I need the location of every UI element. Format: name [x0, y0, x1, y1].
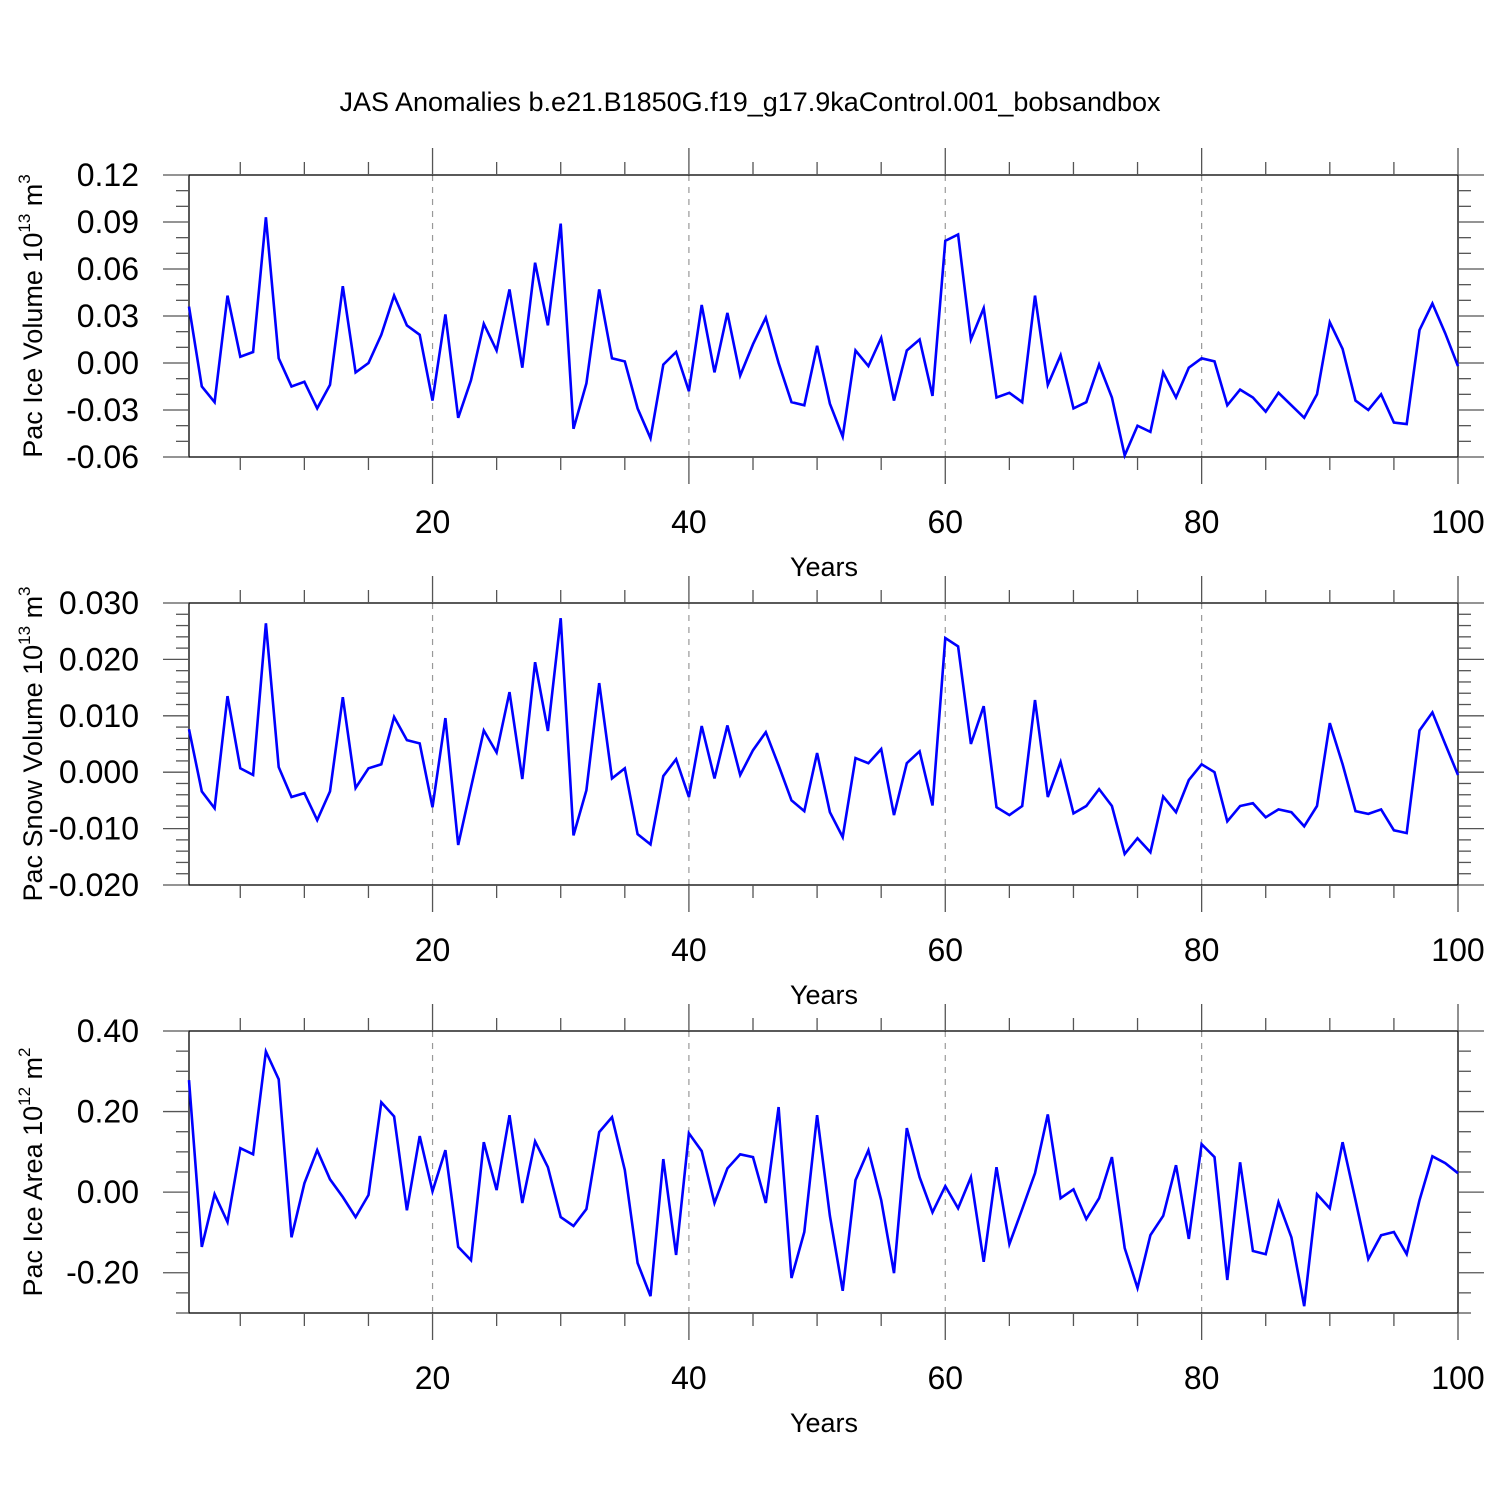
- panel-1: 20 40 60 80 100 0.12 0.09 0.06 0.03 0.00 -0.03 -0.0…: [15, 148, 1485, 582]
- plot-frame: [188, 174, 1459, 458]
- x-axis-label: Years: [790, 980, 858, 1010]
- y-axis-label: Pac Snow Volume 1013 m3: [15, 586, 48, 901]
- y-tick-label: 0.00: [77, 345, 139, 381]
- x-tick-label: 100: [1431, 504, 1484, 540]
- series-line: [187, 1046, 1459, 1307]
- panel-3: 20 40 60 80 100 0.40 0.20 0.00 -0.20 Years Pac Ice…: [15, 1004, 1485, 1438]
- x-tick-label: 60: [927, 1360, 963, 1396]
- y-tick-label: 0.030: [59, 585, 139, 621]
- y-tick-label: -0.20: [66, 1255, 139, 1291]
- x-tick-label: 60: [927, 932, 963, 968]
- y-axis-label: Pac Ice Area 1012 m2: [15, 1047, 48, 1296]
- x-tick-label: 80: [1184, 1360, 1220, 1396]
- x-tick-label: 40: [671, 932, 707, 968]
- plot-frame: [188, 602, 1459, 886]
- x-tick-label: 20: [415, 932, 451, 968]
- x-tick-label: 40: [671, 1360, 707, 1396]
- y-tick-label: 0.20: [77, 1094, 139, 1130]
- y-tick-label: -0.020: [48, 867, 139, 903]
- x-tick-label: 40: [671, 504, 707, 540]
- chart-title: JAS Anomalies b.e21.B1850G.f19_g17.9kaCo…: [339, 87, 1161, 117]
- panel-2: 20 40 60 80 100 0.030 0.020 0.010 0.000 -0.010 -0.…: [15, 576, 1485, 1010]
- y-tick-label: -0.010: [48, 811, 139, 847]
- y-tick-label: 0.40: [77, 1013, 139, 1049]
- y-tick-label: 0.010: [59, 698, 139, 734]
- y-tick-label: 0.000: [59, 754, 139, 790]
- series-line: [187, 618, 1460, 857]
- x-tick-label: 20: [415, 1360, 451, 1396]
- x-tick-label: 100: [1431, 1360, 1484, 1396]
- y-tick-label: 0.03: [77, 298, 139, 334]
- y-axis-label: Pac Ice Volume 1013 m3: [15, 174, 48, 458]
- x-tick-label: 80: [1184, 932, 1220, 968]
- y-tick-label: 0.00: [77, 1174, 139, 1210]
- x-axis-label: Years: [790, 552, 858, 582]
- y-tick-label: 0.09: [77, 204, 139, 240]
- x-tick-label: 100: [1431, 932, 1484, 968]
- series-line: [187, 217, 1460, 460]
- x-tick-label: 80: [1184, 504, 1220, 540]
- y-tick-label: 0.12: [77, 157, 139, 193]
- y-tick-label: -0.06: [66, 439, 139, 475]
- x-tick-label: 20: [415, 504, 451, 540]
- x-tick-label: 60: [927, 504, 963, 540]
- y-tick-label: 0.06: [77, 251, 139, 287]
- y-tick-label: -0.03: [66, 392, 139, 428]
- x-axis-label: Years: [790, 1408, 858, 1438]
- y-tick-label: 0.020: [59, 641, 139, 677]
